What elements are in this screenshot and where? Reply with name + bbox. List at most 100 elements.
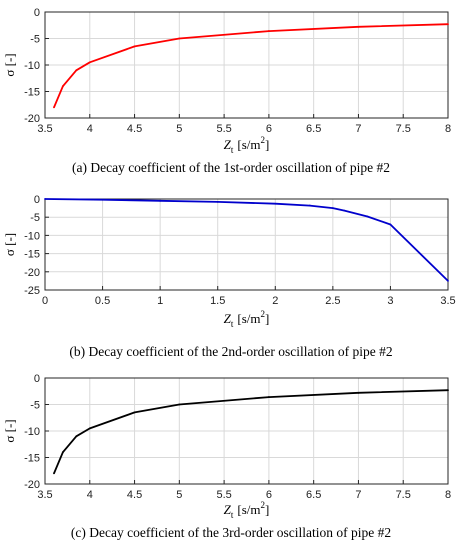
y-tick-label: 0 [34, 373, 40, 385]
x-tick-label: 3.5 [440, 295, 455, 307]
x-tick-label: 4 [87, 123, 93, 135]
data-point [267, 396, 270, 398]
y-tick-label: 0 [34, 7, 40, 19]
x-tick-label: 5 [176, 123, 182, 135]
plot-frame [44, 11, 449, 119]
y-tick-label: -15 [24, 453, 40, 465]
x-tick-label: 4.5 [127, 123, 142, 135]
x-tick-label: 6 [266, 489, 272, 501]
y-axis-label: σ [-] [2, 53, 17, 76]
x-tick-label: 1.5 [210, 295, 225, 307]
x-tick-label: 2.5 [325, 295, 340, 307]
plot-frame [44, 198, 449, 291]
data-point [88, 427, 91, 430]
x-axis-label: Zt [s/m2] [224, 135, 270, 155]
y-tick-label: -5 [30, 212, 40, 224]
x-axis-label-sub: t [231, 145, 234, 155]
x-tick-label: 3.5 [37, 489, 52, 501]
x-tick-label: 0.5 [95, 295, 110, 307]
x-axis-label-sup: 2 [261, 309, 266, 319]
x-tick-label: 2 [272, 295, 278, 307]
y-tick-label: -5 [30, 400, 40, 412]
chart-caption: (a) Decay coefficient of the 1st-order o… [72, 160, 390, 175]
x-tick-label: 6.5 [306, 123, 321, 135]
x-axis-label-var: Z [224, 311, 232, 326]
data-point [389, 223, 392, 226]
x-tick-label: 7 [355, 489, 361, 501]
x-axis-label-unit: [s/m [237, 502, 260, 517]
x-tick-label: 4 [87, 489, 93, 501]
chart-3: 3.5 4 4.5 5 5.5 6 6.5 7 7.5 8 0 -5 -10 -15 -20 σ [-] Zt[… [2, 373, 451, 540]
data-point [267, 30, 270, 32]
data-point [308, 204, 311, 207]
x-axis-label-close: ] [265, 137, 269, 152]
x-tick-label: 5 [176, 489, 182, 501]
y-tick-label: -25 [24, 285, 40, 297]
y-axis-label: σ [-] [2, 233, 17, 256]
data-point [357, 391, 360, 394]
x-tick-label: 7.5 [396, 489, 411, 501]
data-point [178, 37, 181, 40]
x-axis-label-var: Z [224, 502, 232, 517]
data-point [133, 45, 136, 48]
x-tick-label: 4.5 [127, 489, 142, 501]
y-tick-label: -10 [24, 230, 40, 242]
data-point [53, 472, 55, 475]
y-tick-label: -15 [24, 249, 40, 261]
y-tick-label: -15 [24, 87, 40, 99]
data-point [62, 451, 64, 454]
data-point [331, 207, 334, 210]
x-axis-label-sup: 2 [261, 135, 266, 145]
data-point [366, 215, 369, 218]
x-tick-label: 6.5 [306, 489, 321, 501]
data-point [133, 411, 136, 414]
y-tick-label: 0 [34, 194, 40, 206]
x-tick-label: 7 [355, 123, 361, 135]
x-tick-label: 1 [157, 295, 163, 307]
data-point [44, 198, 46, 200]
x-tick-label: 3.5 [37, 123, 52, 135]
data-point [343, 209, 346, 212]
x-axis-label-var: Z [224, 137, 232, 152]
plot-frame [44, 377, 449, 485]
x-axis-label: Zt [s/m2] [224, 309, 270, 329]
data-point [447, 389, 449, 392]
data-point [357, 25, 360, 28]
x-tick-label: 0 [42, 295, 48, 307]
y-tick-label: -10 [24, 60, 40, 72]
x-axis-label-sup: 2 [261, 500, 266, 510]
data-point [274, 202, 277, 205]
data-point [75, 435, 78, 438]
x-axis-label-sub: t [231, 319, 234, 329]
x-axis-label-sub: t [231, 510, 234, 520]
x-tick-label: 5.5 [216, 123, 231, 135]
x-tick-label: 5.5 [216, 489, 231, 501]
data-point [62, 85, 64, 88]
data-point [101, 198, 104, 201]
x-axis-label-unit: [s/m [237, 311, 260, 326]
y-tick-label: -10 [24, 426, 40, 438]
x-tick-label: 6 [266, 123, 272, 135]
data-point [88, 61, 91, 64]
data-point [178, 403, 181, 406]
x-axis-label: Zt [s/m2] [224, 500, 270, 520]
x-axis-label-close: ] [265, 311, 269, 326]
plot-area [45, 199, 448, 290]
y-axis-label: σ [-] [2, 419, 17, 442]
chart-caption: (c) Decay coefficient of the 3rd-order o… [71, 525, 391, 540]
x-tick-label: 8 [445, 123, 451, 135]
data-point [159, 199, 162, 202]
x-tick-label: 3 [387, 295, 393, 307]
data-point [216, 201, 219, 203]
y-tick-label: -20 [24, 113, 40, 125]
chart-1: 3.5 4 4.5 5 5.5 6 6.5 7 7.5 8 0 -5 -10 -15 -20 σ [-] Zt[… [2, 7, 451, 175]
data-point [447, 280, 449, 282]
x-tick-label: 7.5 [396, 123, 411, 135]
chart-caption: (b) Decay coefficient of the 2nd-order o… [69, 344, 392, 359]
y-tick-label: -20 [24, 267, 40, 279]
data-point [447, 23, 449, 26]
y-tick-label: -20 [24, 479, 40, 491]
data-point [75, 69, 78, 72]
x-tick-label: 8 [445, 489, 451, 501]
